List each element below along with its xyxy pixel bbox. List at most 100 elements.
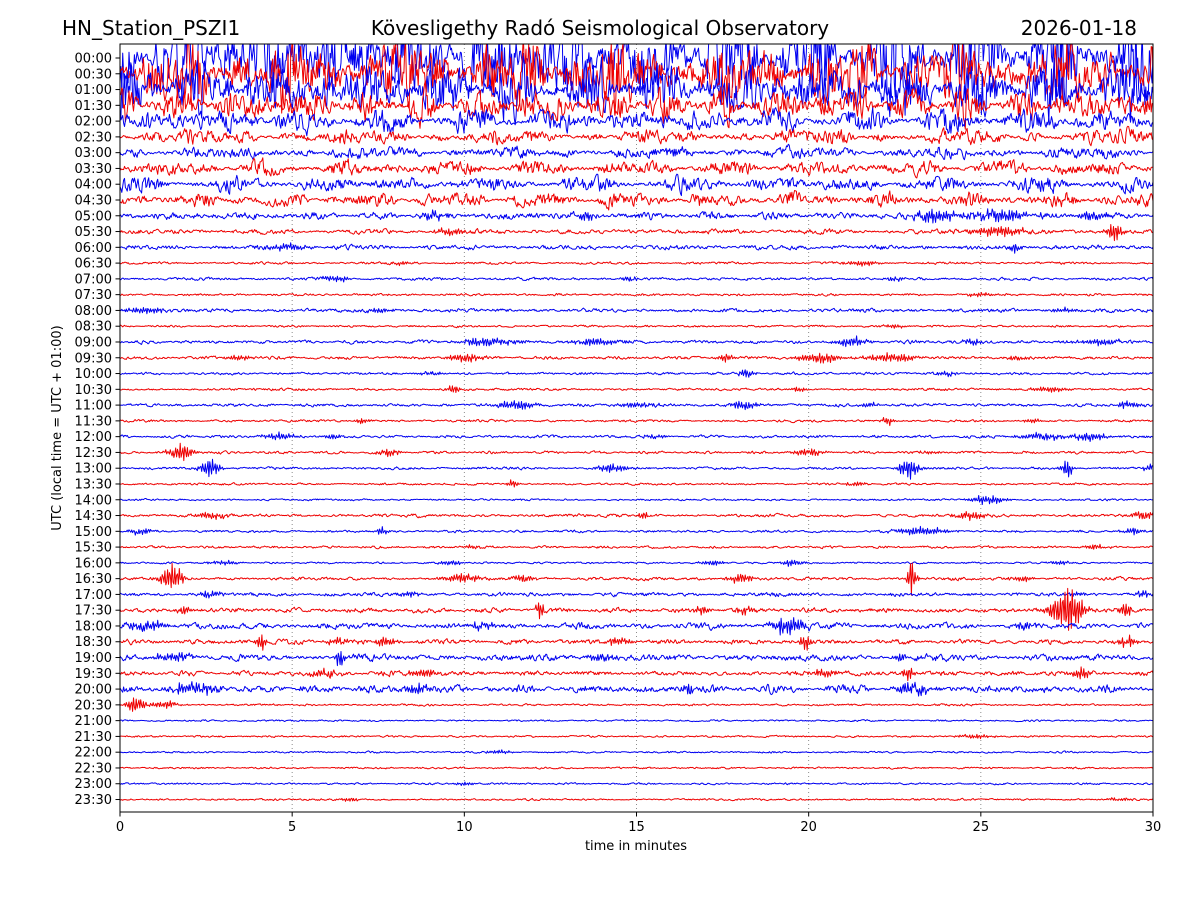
y-tick-label: 04:30 xyxy=(75,193,112,208)
y-tick-label: 21:00 xyxy=(75,714,112,729)
y-tick-label: 09:00 xyxy=(75,335,112,350)
seismic-trace xyxy=(120,369,1153,378)
seismic-trace xyxy=(120,260,1153,267)
seismic-trace xyxy=(120,562,1153,596)
x-tick-label: 25 xyxy=(973,820,990,835)
seismic-trace xyxy=(120,224,1153,242)
seismic-trace xyxy=(120,634,1153,651)
x-tick-label: 0 xyxy=(116,820,124,835)
y-tick-label: 16:00 xyxy=(75,556,112,571)
seismic-trace xyxy=(120,511,1153,522)
seismic-trace xyxy=(120,324,1153,329)
y-tick-label: 08:00 xyxy=(75,304,112,319)
y-tick-label: 19:00 xyxy=(75,651,112,666)
seismic-trace xyxy=(120,44,1153,118)
seismic-trace xyxy=(120,781,1153,786)
y-tick-label: 08:30 xyxy=(75,320,112,335)
x-tick-label: 20 xyxy=(800,820,817,835)
y-tick-label: 20:00 xyxy=(75,683,112,698)
gridlines xyxy=(291,44,982,812)
y-tick-label: 17:30 xyxy=(75,604,112,619)
date-title: 2026-01-18 xyxy=(1020,16,1137,40)
seismic-traces xyxy=(120,44,1153,802)
seismic-trace xyxy=(120,292,1153,298)
y-tick-label: 14:00 xyxy=(75,493,112,508)
seismic-trace xyxy=(120,431,1153,442)
seismic-trace xyxy=(120,275,1153,283)
y-tick-label: 22:00 xyxy=(75,746,112,761)
y-tick-label: 02:00 xyxy=(75,115,112,130)
y-tick-label: 16:30 xyxy=(75,572,112,587)
station-title: HN_Station_PSZI1 xyxy=(62,16,241,40)
seismic-trace xyxy=(120,107,1153,137)
seismic-trace xyxy=(120,495,1153,505)
y-tick-label: 12:30 xyxy=(75,446,112,461)
seismic-trace xyxy=(120,749,1153,755)
y-tick-label: 06:00 xyxy=(75,241,112,256)
y-tick-label: 04:00 xyxy=(75,178,112,193)
seismic-trace xyxy=(120,125,1153,147)
seismic-trace xyxy=(120,458,1153,480)
y-tick-label: 15:00 xyxy=(75,525,112,540)
y-tick-label: 00:30 xyxy=(75,67,112,82)
y-tick-label: 09:30 xyxy=(75,351,112,366)
y-tick-label: 23:00 xyxy=(75,777,112,792)
x-tick-label: 15 xyxy=(628,820,645,835)
seismic-trace xyxy=(120,190,1153,211)
y-tick-label: 02:30 xyxy=(75,130,112,145)
y-tick-label: 01:30 xyxy=(75,99,112,114)
observatory-title: Kövesligethy Radó Seismological Observat… xyxy=(370,16,830,40)
y-tick-label: 00:00 xyxy=(75,52,112,67)
y-tick-label: 14:30 xyxy=(75,509,112,524)
x-tick-label: 5 xyxy=(288,820,296,835)
seismic-trace xyxy=(120,559,1153,567)
seismic-trace xyxy=(120,143,1153,161)
seismic-trace xyxy=(120,44,1153,116)
y-tick-label: 23:30 xyxy=(75,793,112,808)
y-tick-label: 05:30 xyxy=(75,225,112,240)
seismic-trace xyxy=(120,590,1153,599)
y-tick-label: 07:30 xyxy=(75,288,112,303)
seismic-trace xyxy=(120,208,1153,224)
y-tick-label: 19:30 xyxy=(75,667,112,682)
y-tick-label: 07:00 xyxy=(75,272,112,287)
y-tick-label: 11:30 xyxy=(75,414,112,429)
y-tick-label: 18:30 xyxy=(75,635,112,650)
seismic-trace xyxy=(120,55,1153,126)
y-tick-label: 18:00 xyxy=(75,619,112,634)
y-tick-label: 03:30 xyxy=(75,162,112,177)
seismic-trace xyxy=(120,173,1153,197)
x-tick-label: 30 xyxy=(1145,820,1162,835)
seismic-trace xyxy=(120,242,1153,254)
seismic-trace xyxy=(120,587,1153,631)
y-tick-label: 12:00 xyxy=(75,430,112,445)
seismic-trace xyxy=(120,617,1153,636)
seismic-trace xyxy=(120,335,1153,348)
seismic-trace xyxy=(120,80,1153,130)
seismic-trace xyxy=(120,543,1153,550)
seismic-trace xyxy=(120,417,1153,427)
seismic-trace xyxy=(120,719,1153,723)
seismic-trace xyxy=(120,157,1153,179)
y-tick-label: 20:30 xyxy=(75,698,112,713)
y-axis-title: UTC (local time = UTC + 01:00) xyxy=(50,325,65,530)
seismic-trace xyxy=(120,681,1153,697)
seismic-trace xyxy=(120,766,1153,770)
seismic-trace xyxy=(120,400,1153,411)
seismic-trace xyxy=(120,442,1153,462)
axis-labels: 0 5 10 15 20 25 30 00:0000:3001:0001:3002:0002:… xyxy=(75,52,1162,836)
x-axis-title: time in minutes xyxy=(585,839,687,854)
y-tick-label: 15:30 xyxy=(75,541,112,556)
seismic-trace xyxy=(120,651,1153,667)
y-tick-label: 05:00 xyxy=(75,209,112,224)
axis-ticks xyxy=(115,57,1154,817)
seismic-trace xyxy=(120,352,1153,364)
y-tick-label: 01:00 xyxy=(75,83,112,98)
y-tick-label: 17:00 xyxy=(75,588,112,603)
y-tick-label: 13:00 xyxy=(75,462,112,477)
y-tick-label: 06:30 xyxy=(75,257,112,272)
seismic-trace xyxy=(120,525,1153,536)
y-tick-label: 03:00 xyxy=(75,146,112,161)
y-tick-label: 11:00 xyxy=(75,399,112,414)
